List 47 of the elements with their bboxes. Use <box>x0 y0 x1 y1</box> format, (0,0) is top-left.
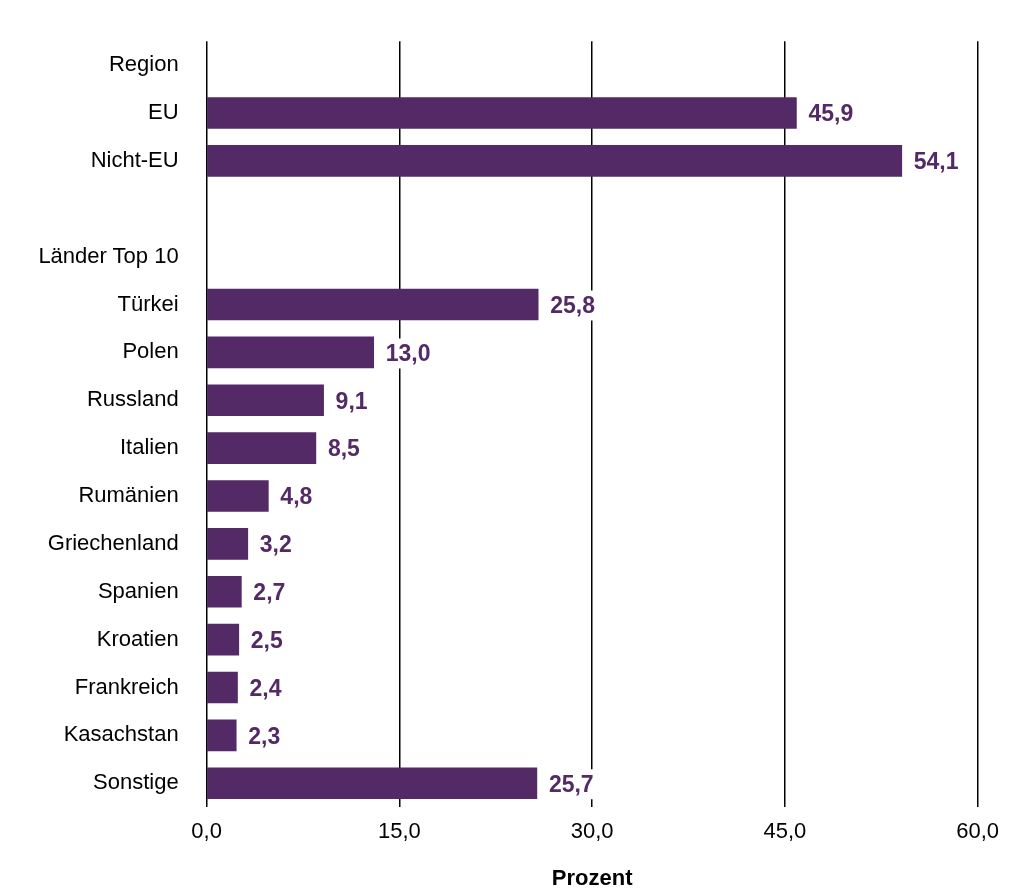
data-label: 13,0 <box>385 339 431 366</box>
y-tick-label: Polen <box>122 338 179 364</box>
bar <box>207 767 538 800</box>
data-label: 4,8 <box>280 483 313 510</box>
bar <box>207 432 317 464</box>
bar <box>207 575 242 608</box>
bar <box>207 336 375 369</box>
bar <box>207 384 324 417</box>
y-tick-label: Italien <box>119 434 179 460</box>
data-label: 25,7 <box>548 770 594 797</box>
y-tick-label: Frankreich <box>74 673 179 699</box>
y-tick-label: Kroatien <box>96 625 179 651</box>
y-tick-label: Sonstige <box>93 769 179 795</box>
data-label: 45,9 <box>808 100 854 127</box>
bar <box>207 623 240 656</box>
data-label: 25,8 <box>550 291 596 318</box>
y-tick-label: Region <box>108 51 179 77</box>
y-tick-label: Länder Top 10 <box>38 242 179 268</box>
y-tick-label: Russland <box>86 386 179 412</box>
bar <box>207 671 238 704</box>
y-tick-label: Kasachstan <box>63 721 179 747</box>
x-tick-label: 15,0 <box>377 818 421 844</box>
bar <box>207 528 249 560</box>
x-tick-label: 60,0 <box>956 818 999 844</box>
y-tick-label: Rumänien <box>78 482 179 508</box>
y-tick-label: Griechenland <box>47 529 179 555</box>
x-axis-title: Prozent <box>551 864 634 890</box>
y-tick-label: Türkei <box>117 290 179 316</box>
data-label: 2,4 <box>249 674 282 701</box>
data-label: 54,1 <box>913 148 959 175</box>
x-tick-label: 30,0 <box>570 818 614 844</box>
data-label: 2,7 <box>253 579 286 606</box>
data-label: 8,5 <box>327 435 361 462</box>
data-label: 2,5 <box>250 626 283 653</box>
bar <box>207 145 903 177</box>
x-tick-label: 45,0 <box>763 818 807 844</box>
bar <box>207 97 797 129</box>
data-label: 2,3 <box>248 722 281 749</box>
data-label: 9,1 <box>335 387 368 414</box>
bar <box>207 719 237 752</box>
y-tick-label: EU <box>148 99 179 125</box>
bar <box>207 480 269 512</box>
data-label: 3,2 <box>259 531 292 558</box>
bar <box>207 288 539 321</box>
y-tick-label: Spanien <box>97 577 179 603</box>
y-tick-label: Nicht-EU <box>90 146 179 172</box>
x-tick-label: 0,0 <box>191 818 222 844</box>
